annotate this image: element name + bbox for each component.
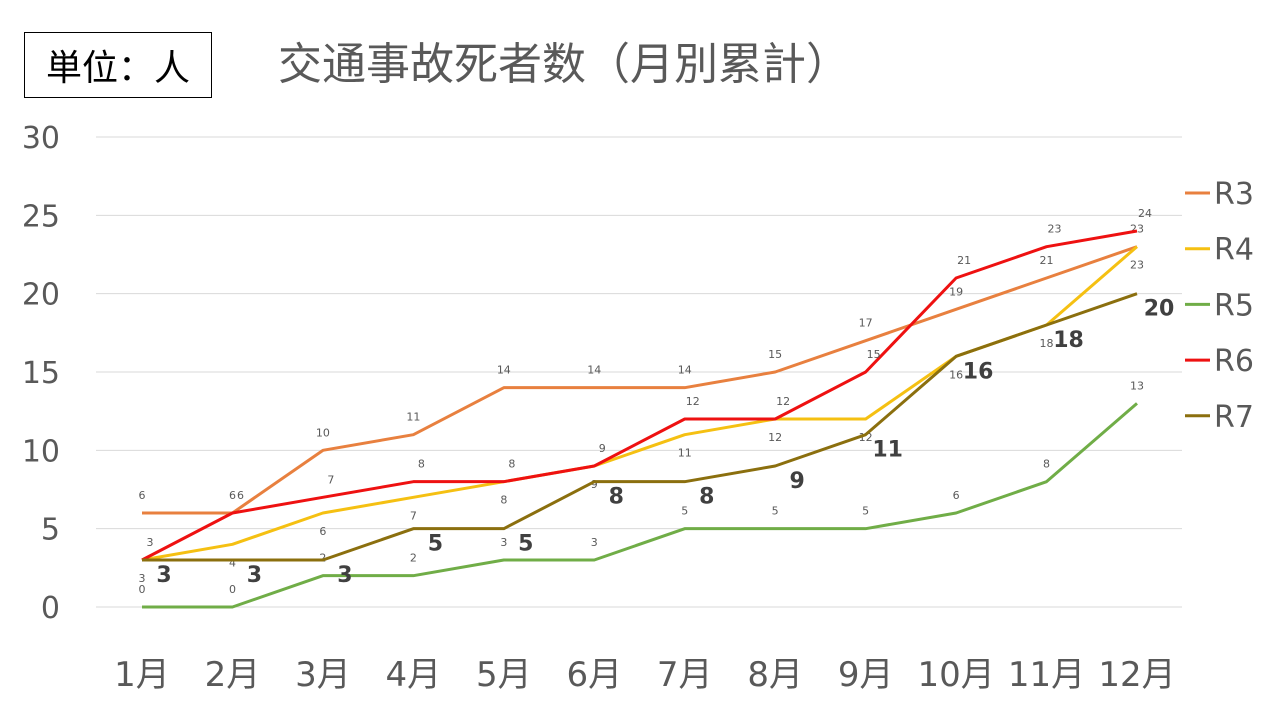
- data-label-R7: 5: [518, 532, 533, 557]
- x-tick-label: 11月: [1008, 655, 1085, 695]
- data-label-R6: 6: [237, 489, 244, 502]
- legend-label-R7: R7: [1214, 400, 1254, 435]
- data-label-R7: 8: [699, 485, 714, 510]
- data-label-R5: 2: [410, 552, 417, 565]
- x-tick-label: 12月: [1098, 655, 1175, 695]
- chart-title: 交通事故死者数（月別累計）: [278, 39, 850, 90]
- data-label-R4: 11: [678, 447, 692, 460]
- data-label-R5: 3: [500, 536, 507, 549]
- data-label-R7: 8: [609, 485, 624, 510]
- data-label-R6: 15: [867, 348, 881, 361]
- data-label-R6: 8: [418, 458, 425, 471]
- data-label-R6: 9: [599, 442, 606, 455]
- data-label-R4: 16: [949, 368, 963, 381]
- y-tick-label: 5: [41, 513, 60, 548]
- x-tick-label: 7月: [657, 655, 713, 695]
- data-label-R7: 11: [872, 438, 903, 463]
- series-line-R7: [142, 292, 1138, 562]
- y-tick-label: 0: [41, 591, 60, 626]
- x-tick-label: 5月: [476, 655, 532, 695]
- data-label-R3: 14: [497, 364, 511, 377]
- data-label-R5: 5: [862, 505, 869, 518]
- data-label-R3: 17: [859, 317, 873, 330]
- y-tick-label: 20: [22, 278, 60, 313]
- legend-label-R5: R5: [1214, 288, 1254, 323]
- data-label-R5: 0: [229, 583, 236, 596]
- data-label-R6: 7: [327, 473, 334, 486]
- series-line-R5: [142, 402, 1138, 609]
- data-label-R5: 2: [319, 552, 326, 565]
- data-label-R5: 5: [681, 505, 688, 518]
- x-tick-label: 8月: [747, 655, 803, 695]
- series-line-R3: [142, 245, 1138, 515]
- data-label-R3: 10: [316, 426, 330, 439]
- x-tick-label: 10月: [917, 655, 994, 695]
- data-label-R5: 0: [139, 583, 146, 596]
- x-tick-label: 3月: [295, 655, 351, 695]
- data-label-R3: 14: [587, 364, 601, 377]
- data-label-R7: 3: [156, 563, 171, 588]
- legend-label-R6: R6: [1214, 344, 1254, 379]
- data-label-R6: 12: [776, 395, 790, 408]
- data-label-R7: 5: [428, 532, 443, 557]
- x-tick-label: 9月: [838, 655, 894, 695]
- data-label-R5: 6: [953, 489, 960, 502]
- data-label-R7: 16: [963, 359, 994, 384]
- y-tick-label: 30: [22, 121, 60, 156]
- y-tick-label: 10: [22, 434, 60, 469]
- x-tick-label: 2月: [205, 655, 261, 695]
- data-label-R4: 3: [139, 572, 146, 585]
- data-label-R3: 14: [678, 364, 692, 377]
- data-label-R6: 24: [1138, 207, 1152, 220]
- data-label-R7: 20: [1144, 297, 1175, 322]
- legend-label-R3: R3: [1214, 177, 1254, 212]
- data-label-R3: 6: [229, 489, 236, 502]
- data-label-R4: 8: [500, 494, 507, 507]
- data-label-R4: 12: [768, 431, 782, 444]
- data-label-R4: 9: [591, 478, 598, 491]
- data-label-R4: 23: [1130, 259, 1144, 272]
- data-label-R5: 5: [772, 505, 779, 518]
- x-tick-label: 1月: [114, 655, 170, 695]
- data-label-R3: 23: [1130, 223, 1144, 236]
- legend-label-R4: R4: [1214, 233, 1254, 268]
- data-label-R4: 7: [410, 509, 417, 522]
- series-line-R6: [141, 229, 1138, 562]
- data-label-R3: 19: [949, 285, 963, 298]
- unit-label: 単位：人: [24, 32, 212, 98]
- y-tick-label: 15: [22, 356, 60, 391]
- data-label-R7: 3: [247, 563, 262, 588]
- data-label-R5: 8: [1043, 458, 1050, 471]
- x-tick-label: 4月: [386, 655, 442, 695]
- data-label-R3: 21: [1040, 254, 1054, 267]
- data-label-R6: 21: [957, 254, 971, 267]
- data-label-R3: 15: [768, 348, 782, 361]
- data-label-R6: 12: [686, 395, 700, 408]
- data-label-R7: 3: [337, 563, 352, 588]
- data-label-R4: 12: [859, 431, 873, 444]
- data-label-R3: 6: [139, 489, 146, 502]
- data-label-R6: 3: [147, 536, 154, 549]
- data-label-R5: 13: [1130, 379, 1144, 392]
- data-label-R5: 3: [591, 536, 598, 549]
- data-label-R4: 4: [229, 556, 236, 569]
- data-label-R7: 18: [1053, 328, 1084, 353]
- data-label-R3: 11: [406, 411, 420, 424]
- x-tick-label: 6月: [566, 655, 622, 695]
- y-tick-label: 25: [22, 199, 60, 234]
- data-label-R4: 18: [1040, 337, 1054, 350]
- data-label-R4: 6: [319, 525, 326, 538]
- data-label-R7: 9: [790, 469, 805, 494]
- data-label-R6: 23: [1048, 223, 1062, 236]
- data-label-R6: 8: [508, 458, 515, 471]
